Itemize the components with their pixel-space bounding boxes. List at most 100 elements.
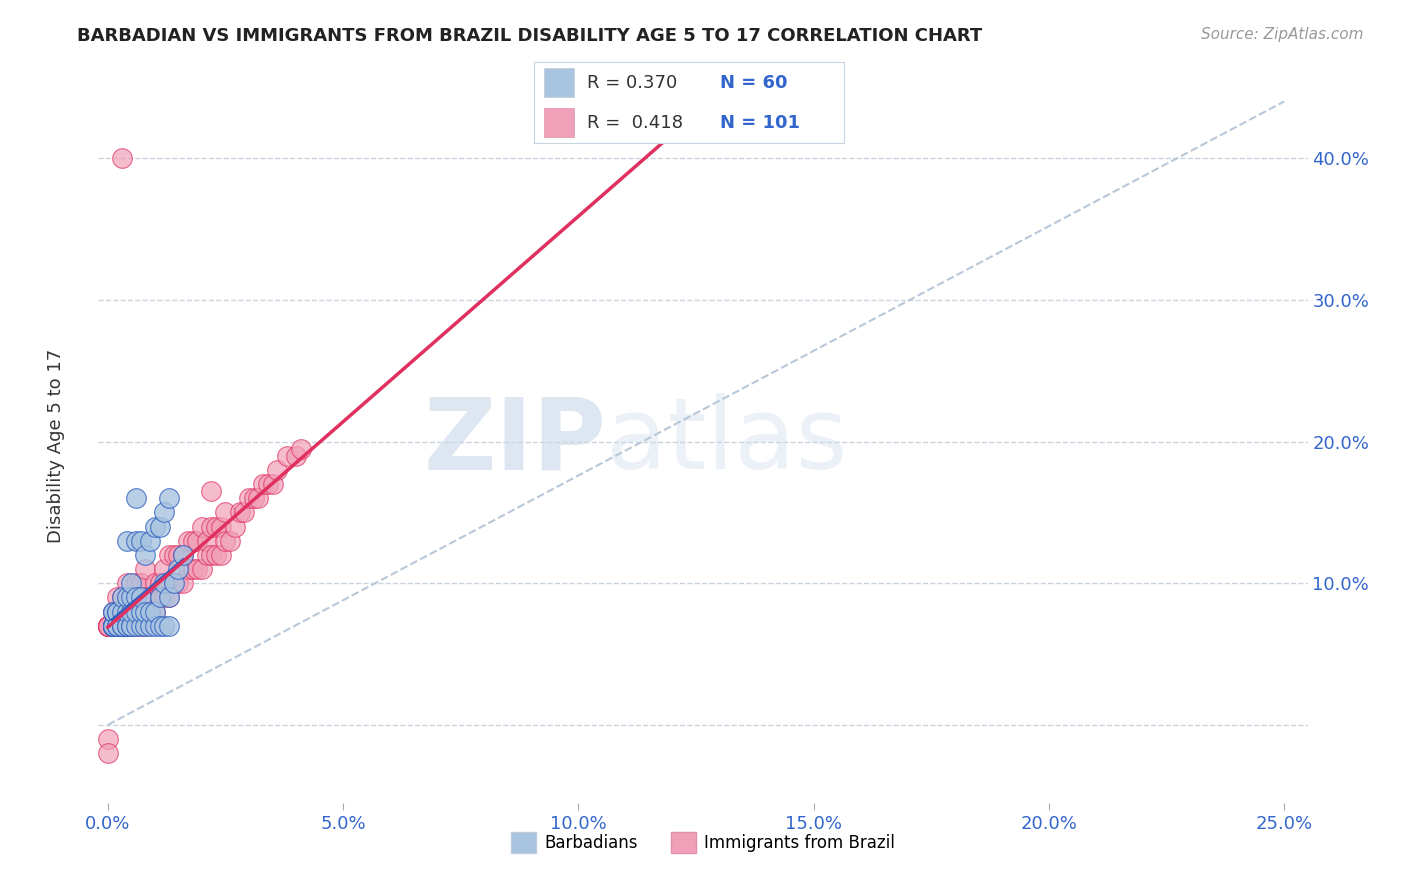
Point [97, 618, 120, 632]
Point [120, 605, 142, 619]
Point [115, 618, 138, 632]
Point [97, 618, 120, 632]
Point [105, 618, 128, 632]
Point [97, 746, 120, 760]
Point [105, 591, 128, 605]
Point [163, 576, 186, 591]
Point [101, 618, 124, 632]
Text: Disability Age 5 to 17: Disability Age 5 to 17 [48, 349, 65, 543]
Point [143, 605, 166, 619]
Bar [544, 68, 575, 97]
Point [105, 605, 128, 619]
Point [153, 618, 176, 632]
Point [125, 618, 148, 632]
Point [219, 533, 242, 548]
Point [111, 605, 134, 619]
Point [209, 519, 232, 533]
Point [97, 618, 120, 632]
Point [101, 618, 124, 632]
Point [105, 618, 128, 632]
Point [134, 562, 156, 576]
Point [129, 618, 152, 632]
Point [134, 618, 156, 632]
Point [157, 591, 180, 605]
Point [115, 533, 138, 548]
Point [157, 491, 180, 506]
Point [97, 618, 120, 632]
Point [101, 618, 124, 632]
Point [129, 605, 152, 619]
Point [157, 548, 180, 562]
Point [256, 477, 278, 491]
Point [125, 605, 148, 619]
Point [157, 618, 180, 632]
Point [238, 491, 260, 506]
Point [120, 618, 142, 632]
Point [111, 618, 134, 632]
Text: N = 60: N = 60 [720, 73, 787, 92]
Point [120, 576, 142, 591]
Point [97, 618, 120, 632]
Text: N = 101: N = 101 [720, 113, 800, 132]
Point [120, 591, 142, 605]
Point [129, 618, 152, 632]
Point [125, 576, 148, 591]
Point [139, 591, 162, 605]
Point [120, 618, 142, 632]
Point [120, 591, 142, 605]
Point [224, 519, 246, 533]
Point [214, 505, 236, 519]
Point [101, 618, 124, 632]
Point [115, 591, 138, 605]
Text: R =  0.418: R = 0.418 [586, 113, 683, 132]
Point [115, 618, 138, 632]
Point [101, 618, 124, 632]
Point [125, 491, 148, 506]
Point [101, 618, 124, 632]
Point [111, 618, 134, 632]
Point [101, 618, 124, 632]
Point [139, 618, 162, 632]
Point [101, 605, 124, 619]
Point [105, 618, 128, 632]
Point [191, 562, 214, 576]
Point [134, 618, 156, 632]
Text: R = 0.370: R = 0.370 [586, 73, 678, 92]
Point [111, 618, 134, 632]
Point [167, 562, 190, 576]
Point [153, 591, 176, 605]
Point [125, 591, 148, 605]
Text: atlas: atlas [606, 393, 848, 490]
Point [129, 605, 152, 619]
Point [115, 618, 138, 632]
Point [157, 591, 180, 605]
Point [105, 618, 128, 632]
Point [120, 618, 142, 632]
Point [115, 576, 138, 591]
Point [111, 618, 134, 632]
Point [134, 548, 156, 562]
Point [139, 605, 162, 619]
Point [101, 618, 124, 632]
Point [97, 618, 120, 632]
Point [115, 605, 138, 619]
Point [252, 477, 274, 491]
Point [125, 618, 148, 632]
Point [214, 533, 236, 548]
Bar [544, 108, 575, 137]
Point [105, 618, 128, 632]
Point [120, 618, 142, 632]
Point [101, 618, 124, 632]
Point [134, 591, 156, 605]
Point [276, 449, 298, 463]
Point [172, 548, 194, 562]
Point [205, 519, 228, 533]
Point [143, 519, 166, 533]
Point [120, 605, 142, 619]
Point [143, 618, 166, 632]
Point [153, 576, 176, 591]
Point [247, 491, 270, 506]
Point [163, 576, 186, 591]
Point [97, 618, 120, 632]
Point [149, 591, 172, 605]
